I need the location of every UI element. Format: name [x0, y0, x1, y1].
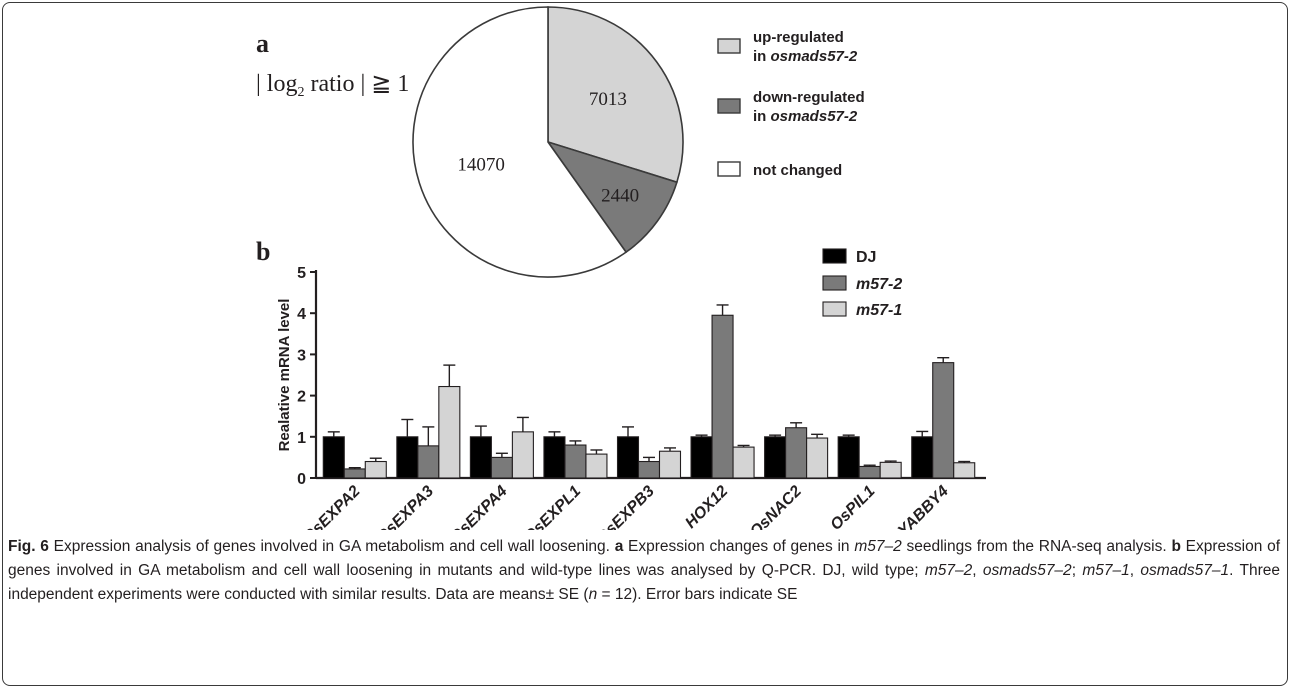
caption-b-sep3: , — [1129, 562, 1141, 579]
caption-b-m572: m57–2 — [924, 562, 973, 579]
caption-fig-label: Fig. 6 — [8, 538, 49, 555]
bar-ytick-label-5: 5 — [297, 265, 306, 282]
bar-0-0 — [322, 436, 345, 479]
caption-intro: Expression analysis of genes involved in… — [48, 538, 615, 555]
caption-a-text: Expression changes of genes in — [623, 538, 855, 555]
bar-2-6 — [806, 437, 829, 479]
bar-0-7 — [837, 436, 860, 479]
bar-ytick-label-4: 4 — [297, 306, 306, 323]
bar-ytick-label-2: 2 — [297, 389, 306, 406]
bar-panel-label: b — [256, 237, 270, 266]
bar-2-7 — [879, 461, 902, 479]
pie-annotation: | log2 ratio | ≧ 1 — [256, 71, 409, 100]
bar-legend-label-2: m57-1 — [856, 302, 902, 319]
bar-legend-label-1: m57-2 — [856, 276, 902, 293]
pie-legend-line1-2: not changed — [753, 162, 842, 179]
bar-1-4 — [637, 460, 661, 479]
bar-xtick-label-1: OsEXPA3 — [374, 483, 437, 530]
caption-b-label: b — [1171, 538, 1181, 555]
pie-legend-line1-1: down-regulated — [753, 89, 865, 106]
bar-2-0 — [364, 460, 387, 479]
bar-legend-swatch-2 — [822, 301, 847, 317]
pie-slice-0 — [547, 6, 684, 184]
bar-1-7 — [858, 465, 881, 479]
bar-1-8 — [932, 362, 955, 479]
bar-1-0 — [343, 468, 366, 479]
pie-value-label-1: 2440 — [601, 185, 639, 206]
figure-svg: a | log2 ratio | ≧ 1 7013 2440 14070 up-regul… — [256, 6, 986, 530]
bar-legend-label-0: DJ — [856, 249, 876, 266]
bar-0-6 — [764, 436, 787, 479]
pie-legend-line2-1: in osmads57-2 — [753, 108, 858, 125]
pie-value-label-0: 7013 — [589, 89, 627, 110]
bar-xtick-label-2: OsEXPA4 — [447, 483, 510, 530]
bar-xtick-label-4: OsEXPB3 — [594, 483, 658, 530]
bar-0-4 — [616, 436, 640, 479]
caption-b-text3: = 12). Error bars indicate SE — [597, 586, 798, 603]
caption-a-m572: m57–2 — [854, 538, 902, 555]
pie-legend-swatch-1 — [717, 98, 741, 114]
pie-legend-line1-0: up-regulated — [753, 29, 844, 46]
bar-0-2 — [469, 436, 492, 479]
bar-ytick-label-1: 1 — [297, 430, 306, 447]
bar-0-3 — [543, 436, 566, 479]
bar-1-5 — [711, 314, 734, 479]
pie-slice-2 — [412, 6, 628, 278]
pie-panel-label: a — [256, 29, 269, 58]
bar-legend-swatch-1 — [822, 275, 847, 291]
bar-1-2 — [490, 456, 513, 479]
caption-b-text: Expression of genes involved in GA metab… — [8, 538, 1281, 579]
bar-0-8 — [911, 436, 934, 479]
caption-b-n: n — [588, 586, 598, 603]
bar-1-1 — [417, 445, 440, 479]
bar-0-5 — [690, 436, 713, 479]
bar-1-3 — [564, 444, 587, 479]
bar-xtick-label-5: HOX12 — [682, 483, 731, 530]
pie-panel: a | log2 ratio | ≧ 1 7013 2440 14070 up-regul… — [256, 6, 865, 278]
bar-0-1 — [396, 436, 419, 479]
caption-b-sep2: ; — [1071, 562, 1083, 579]
bar-xtick-label-7: OsPIL1 — [827, 483, 878, 530]
pie-slice-1 — [545, 140, 678, 254]
caption-a-text2: seedlings from the RNA-seq analysis. — [901, 538, 1172, 555]
bar-ylabel: Realative mRNA level — [276, 299, 293, 452]
bar-2-2 — [511, 431, 534, 479]
bar-xtick-label-6: OsNAC2 — [747, 483, 805, 530]
figure-caption: Fig. 6 Expression analysis of genes invo… — [8, 535, 1280, 607]
bar-ytick-label-3: 3 — [297, 347, 306, 364]
pie-legend-line2-0: in osmads57-2 — [753, 48, 858, 65]
bar-xtick-label-0: OsEXPA2 — [300, 483, 363, 530]
caption-b-m571: m57–1 — [1082, 562, 1130, 579]
bar-legend-swatch-0 — [822, 248, 847, 264]
pie-legend-swatch-2 — [717, 161, 741, 177]
caption-b-text2: . Three independent experiments were con… — [8, 562, 1280, 603]
caption-b-os571: osmads57–1 — [1140, 562, 1230, 579]
bar-ytick-label-0: 0 — [297, 471, 306, 488]
pie-legend-swatch-0 — [717, 38, 741, 54]
bar-2-1 — [438, 385, 461, 479]
bar-2-8 — [953, 462, 976, 479]
bar-1-6 — [785, 427, 808, 479]
caption-a-label: a — [614, 538, 624, 555]
caption-b-os572: osmads57–2 — [982, 562, 1072, 579]
caption-b-sep1: , — [972, 562, 983, 579]
bar-xtick-label-8: OsYABBY4 — [880, 483, 952, 530]
bar-xtick-label-3: OsEXPL1 — [521, 483, 584, 530]
bar-2-5 — [732, 446, 755, 479]
pie-value-label-2: 14070 — [457, 154, 505, 175]
bar-2-3 — [585, 453, 608, 479]
bar-2-4 — [658, 450, 682, 479]
